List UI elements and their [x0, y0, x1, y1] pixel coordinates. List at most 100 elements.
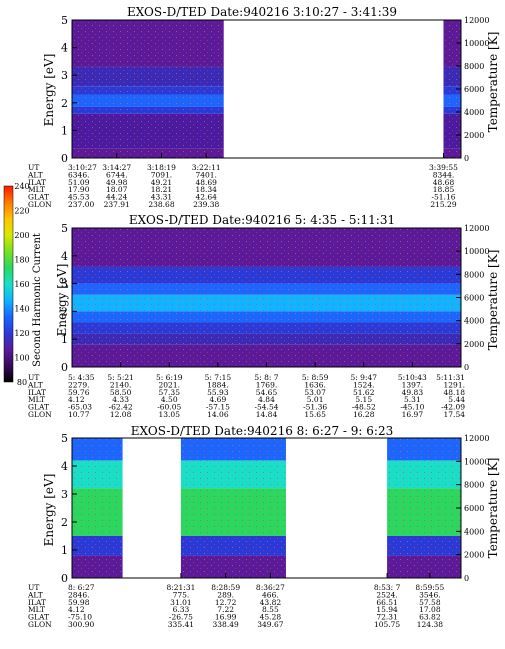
table-cell: 48.69: [195, 178, 217, 187]
y2-tick-label: 4000: [464, 108, 484, 117]
table-cell: 8344.: [433, 170, 454, 179]
y-tick-label: 5: [61, 14, 68, 27]
colorbar-tick-label: 160: [14, 280, 29, 289]
panel-1-ylabel: Energy [eV]: [42, 54, 56, 127]
table-cell: 3:22:11: [192, 163, 221, 172]
y2-tick-label: 10000: [464, 247, 489, 256]
table-cell: 3:10:27: [68, 163, 97, 172]
table-cell: 338.49: [213, 620, 239, 629]
y2-tick-label: 12000: [464, 224, 489, 233]
y2-tick-label: 12000: [464, 16, 489, 25]
table-cell: 215.29: [430, 200, 456, 209]
y2-tick-label: 10000: [464, 457, 489, 466]
table-row-label: GLON: [28, 200, 52, 209]
y-tick-label: 2: [61, 516, 68, 529]
table-row-label: ILAT: [28, 178, 46, 187]
table-cell: 5: 9:47: [350, 373, 377, 382]
table-cell: 238.68: [148, 200, 174, 209]
y2-tick-label: 2000: [464, 131, 484, 140]
table-cell: 5.31: [404, 395, 421, 404]
table-row-label: UT: [28, 163, 39, 172]
table-cell: 15.94: [376, 605, 398, 614]
table-cell: 289.: [217, 590, 234, 599]
table-cell: 300.90: [68, 620, 94, 629]
table-cell: 45.28: [260, 613, 282, 622]
heatmap-texture: [180, 438, 286, 578]
table-cell: -26.75: [169, 613, 193, 622]
y-tick-label: 0: [61, 361, 68, 374]
table-cell: 349.67: [257, 620, 283, 629]
table-cell: 48.68: [433, 178, 455, 187]
panel-1: EXOS-D/TED Date:940216 3:10:27 - 3:41:39…: [27, 5, 500, 209]
y-tick-label: 1: [61, 333, 68, 346]
colorbar-tick-label: 240: [14, 182, 29, 191]
table-cell: -75.10: [68, 613, 92, 622]
table-cell: 775.: [173, 590, 190, 599]
table-row-label: MLT: [28, 395, 45, 404]
table-cell: 49.98: [106, 178, 128, 187]
table-cell: 55.93: [207, 388, 229, 397]
table-cell: 5:11:31: [436, 373, 465, 382]
panel-1-title: EXOS-D/TED Date:940216 3:10:27 - 3:41:39: [127, 5, 397, 19]
table-cell: 4.12: [68, 395, 85, 404]
table-cell: 239.38: [193, 200, 219, 209]
table-row-label: GLAT: [28, 613, 49, 622]
panel-3-title: EXOS-D/TED Date:940216 8: 6:27 - 9: 6:23: [131, 424, 393, 438]
y-tick-label: 2: [61, 305, 68, 318]
y-tick-label: 4: [61, 42, 68, 55]
table-cell: 7.22: [217, 605, 234, 614]
table-cell: 17.08: [419, 605, 441, 614]
table-cell: 8: 6:27: [68, 583, 95, 592]
y2-tick-label: 4000: [464, 527, 484, 536]
table-cell: 8:36:27: [256, 583, 285, 592]
y2-tick-label: 6000: [464, 294, 484, 303]
heatmap-texture: [72, 438, 123, 578]
table-cell: 3:18:19: [147, 163, 176, 172]
table-cell: 16.28: [353, 410, 375, 419]
table-cell: 66.51: [376, 598, 397, 607]
table-cell: 3:14:27: [102, 163, 131, 172]
y-tick-label: 5: [61, 432, 68, 445]
table-cell: -48.52: [352, 403, 376, 412]
panel-2-y2label: Temperature [K]: [486, 250, 500, 351]
table-cell: 16.97: [402, 410, 424, 419]
y2-tick-label: 0: [464, 154, 469, 163]
panel-3: EXOS-D/TED Date:940216 8: 6:27 - 9: 6:23…: [27, 424, 500, 629]
table-cell: 7401.: [195, 170, 216, 179]
table-row-label: ILAT: [28, 388, 46, 397]
table-row-label: UT: [28, 373, 39, 382]
colorbar-tick-label: 180: [14, 256, 29, 265]
y2-tick-label: 2000: [464, 340, 484, 349]
table-row-label: MLT: [28, 185, 45, 194]
y2-tick-label: 4000: [464, 317, 484, 326]
y2-tick-label: 2000: [464, 551, 484, 560]
table-cell: 4.12: [68, 605, 85, 614]
table-cell: -57.15: [206, 403, 230, 412]
y-tick-label: 3: [61, 278, 68, 291]
table-cell: 51.09: [68, 178, 90, 187]
panel-2-title: EXOS-D/TED Date:940216 5: 4:35 - 5:11:31: [129, 213, 395, 227]
y-tick-label: 4: [61, 460, 68, 473]
table-cell: 53.07: [304, 388, 326, 397]
table-cell: 59.98: [68, 598, 90, 607]
table-cell: 14.06: [207, 410, 229, 419]
table-cell: 72.31: [376, 613, 397, 622]
table-cell: 2846.: [68, 590, 89, 599]
table-cell: 12.08: [110, 410, 132, 419]
table-cell: 6.33: [173, 605, 190, 614]
colorbar-tick-label: 140: [14, 305, 29, 314]
table-cell: 5: 4:35: [68, 373, 95, 382]
table-cell: 59.76: [68, 388, 90, 397]
table-cell: 335.41: [168, 620, 194, 629]
table-cell: 58.50: [110, 388, 132, 397]
table-row-label: ILAT: [28, 598, 46, 607]
table-cell: 57.58: [419, 598, 441, 607]
table-cell: 49.83: [402, 388, 424, 397]
table-cell: -42.09: [441, 403, 465, 412]
heatmap-texture: [443, 20, 461, 158]
colorbar-ticks: 80 100 120 140 160 180 200 220 240: [14, 182, 29, 387]
y2-tick-label: 8000: [464, 270, 484, 279]
table-cell: 17.90: [68, 185, 90, 194]
